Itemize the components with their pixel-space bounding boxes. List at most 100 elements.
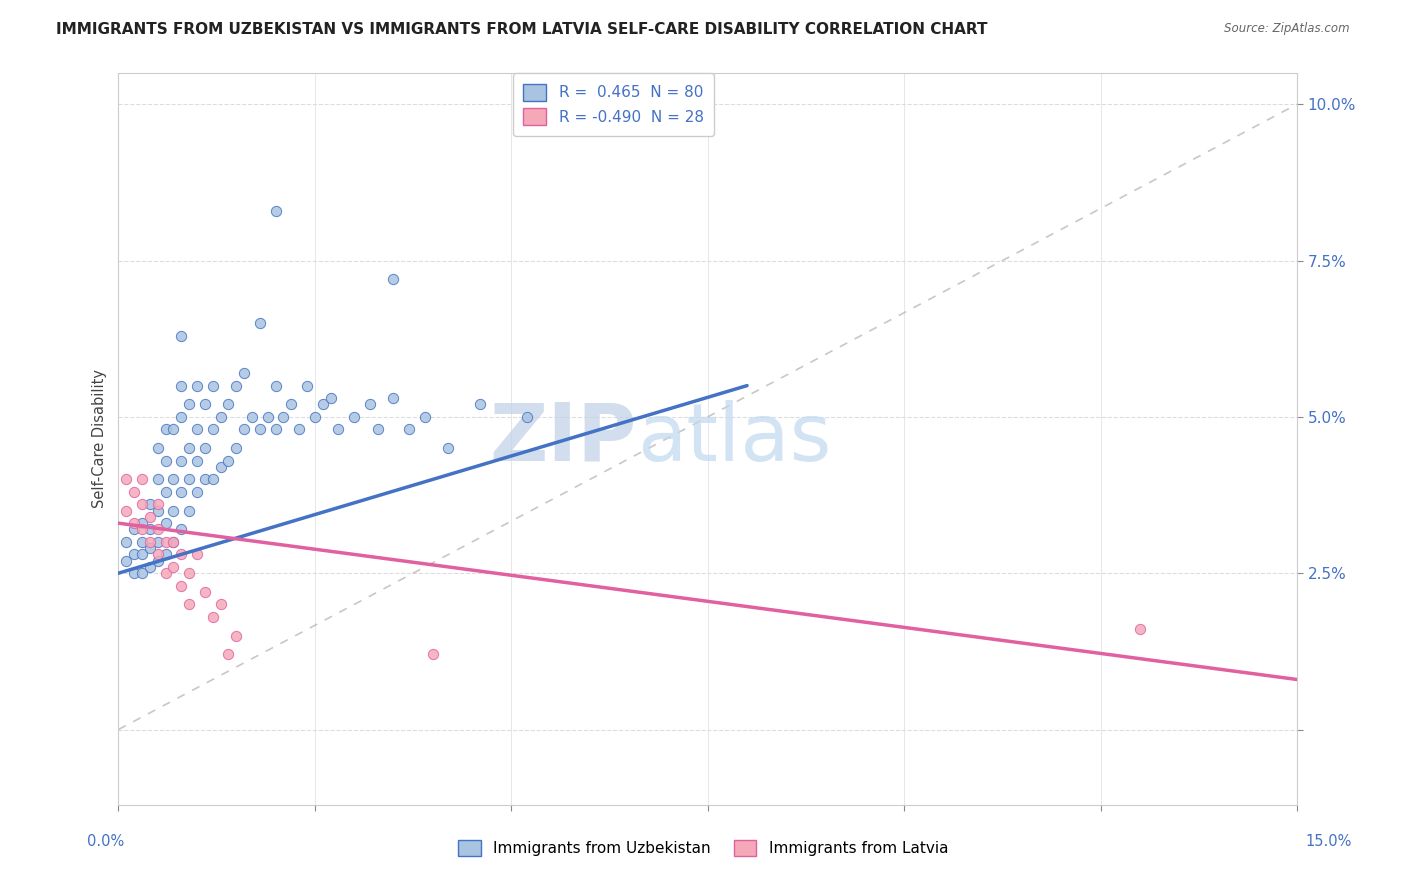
Point — [225, 629, 247, 643]
Point — [122, 523, 145, 537]
Text: atlas: atlas — [637, 400, 831, 478]
Point — [170, 453, 193, 467]
Point — [162, 472, 184, 486]
Point — [186, 378, 208, 392]
Point — [162, 560, 184, 574]
Point — [115, 554, 138, 568]
Point — [146, 441, 169, 455]
Text: 0.0%: 0.0% — [87, 834, 124, 848]
Point — [115, 503, 138, 517]
Point — [280, 397, 302, 411]
Point — [155, 422, 177, 436]
Point — [170, 548, 193, 562]
Point — [312, 397, 335, 411]
Point — [162, 535, 184, 549]
Point — [131, 535, 153, 549]
Point — [516, 409, 538, 424]
Text: Source: ZipAtlas.com: Source: ZipAtlas.com — [1225, 22, 1350, 36]
Point — [179, 441, 201, 455]
Point — [131, 472, 153, 486]
Point — [343, 409, 366, 424]
Point — [201, 610, 224, 624]
Point — [179, 472, 201, 486]
Point — [240, 409, 263, 424]
Point — [233, 422, 256, 436]
Point — [122, 566, 145, 581]
Point — [186, 422, 208, 436]
Point — [146, 503, 169, 517]
Point — [382, 272, 405, 286]
Point — [398, 422, 420, 436]
Point — [155, 453, 177, 467]
Point — [115, 535, 138, 549]
Point — [179, 566, 201, 581]
Point — [170, 328, 193, 343]
Point — [179, 397, 201, 411]
Point — [249, 316, 271, 330]
Point — [209, 409, 232, 424]
Point — [186, 453, 208, 467]
Point — [131, 497, 153, 511]
Point — [217, 397, 239, 411]
Point — [122, 548, 145, 562]
Point — [146, 523, 169, 537]
Point — [139, 523, 162, 537]
Point — [155, 535, 177, 549]
Point — [162, 422, 184, 436]
Point — [194, 472, 217, 486]
Point — [249, 422, 271, 436]
Point — [162, 503, 184, 517]
Point — [131, 566, 153, 581]
Point — [264, 422, 287, 436]
Point — [139, 535, 162, 549]
Point — [139, 560, 162, 574]
Point — [131, 548, 153, 562]
Point — [146, 554, 169, 568]
Point — [201, 378, 224, 392]
Point — [131, 523, 153, 537]
Point — [1129, 623, 1152, 637]
Point — [288, 422, 311, 436]
Point — [209, 598, 232, 612]
Point — [264, 378, 287, 392]
Point — [162, 535, 184, 549]
Point — [201, 422, 224, 436]
Point — [170, 579, 193, 593]
Point — [328, 422, 350, 436]
Point — [194, 585, 217, 599]
Point — [295, 378, 318, 392]
Point — [170, 484, 193, 499]
Point — [194, 397, 217, 411]
Point — [233, 366, 256, 380]
Point — [131, 516, 153, 531]
Point — [217, 453, 239, 467]
Point — [155, 548, 177, 562]
Point — [155, 484, 177, 499]
Point — [139, 497, 162, 511]
Point — [179, 503, 201, 517]
Text: IMMIGRANTS FROM UZBEKISTAN VS IMMIGRANTS FROM LATVIA SELF-CARE DISABILITY CORREL: IMMIGRANTS FROM UZBEKISTAN VS IMMIGRANTS… — [56, 22, 988, 37]
Point — [146, 497, 169, 511]
Point — [155, 516, 177, 531]
Point — [186, 548, 208, 562]
Point — [139, 510, 162, 524]
Point — [115, 472, 138, 486]
Point — [122, 484, 145, 499]
Point — [179, 598, 201, 612]
Point — [170, 409, 193, 424]
Point — [256, 409, 278, 424]
Point — [359, 397, 381, 411]
Y-axis label: Self-Care Disability: Self-Care Disability — [93, 369, 107, 508]
Point — [122, 516, 145, 531]
Text: ZIP: ZIP — [489, 400, 637, 478]
Point — [186, 484, 208, 499]
Point — [413, 409, 436, 424]
Text: 15.0%: 15.0% — [1306, 834, 1351, 848]
Point — [209, 459, 232, 474]
Point — [382, 391, 405, 405]
Point — [146, 535, 169, 549]
Point — [225, 441, 247, 455]
Point — [170, 523, 193, 537]
Point — [422, 648, 444, 662]
Point — [437, 441, 460, 455]
